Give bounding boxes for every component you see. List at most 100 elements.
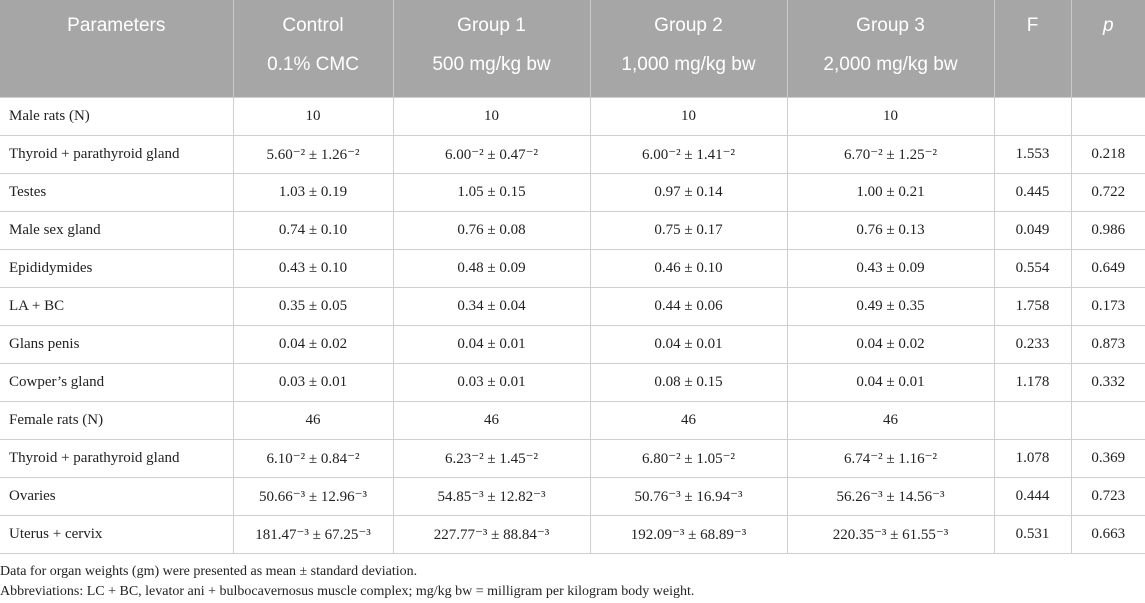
cell-group-1: 0.76 ± 0.08	[392, 211, 591, 250]
cell-p-value: 0.986	[1070, 211, 1145, 250]
cell-f-value	[993, 97, 1072, 136]
subheader-group-2: 1,000 mg/kg bw	[589, 52, 787, 98]
cell-group-1: 1.05 ± 0.15	[392, 173, 591, 212]
cell-group-1: 0.03 ± 0.01	[392, 363, 591, 402]
cell-p-value: 0.722	[1070, 173, 1145, 212]
cell-group-1: 227.77⁻³ ± 88.84⁻³	[392, 515, 591, 554]
cell-group-2: 0.08 ± 0.15	[589, 363, 788, 402]
table-row: Uterus + cervix 181.47⁻³ ± 67.25⁻³ 227.77⁻…	[0, 515, 1145, 554]
cell-group-2: 0.04 ± 0.01	[589, 325, 788, 364]
cell-group-3: 6.70⁻² ± 1.25⁻²	[786, 135, 995, 174]
header-parameters: Parameters	[0, 0, 233, 52]
table-body: Male rats (N) 10 10 10 10 Thyroid + parathyro…	[0, 97, 1145, 554]
cell-p-value: 0.663	[1070, 515, 1145, 554]
cell-p-value	[1070, 401, 1145, 440]
table-notes: Data for organ weights (gm) were present…	[0, 562, 1145, 602]
cell-group-2: 0.75 ± 0.17	[589, 211, 788, 250]
cell-p-value: 0.332	[1070, 363, 1145, 402]
cell-p-value	[1070, 97, 1145, 136]
subheader-f	[993, 52, 1071, 98]
cell-group-2: 6.80⁻² ± 1.05⁻²	[589, 439, 788, 478]
cell-group-1: 0.48 ± 0.09	[392, 249, 591, 288]
table-row: Male rats (N) 10 10 10 10	[0, 97, 1145, 136]
header-group-1: Group 1	[392, 0, 590, 52]
cell-parameter: Cowper’s gland	[0, 363, 234, 402]
cell-group-3: 0.76 ± 0.13	[786, 211, 995, 250]
cell-parameter: Male sex gland	[0, 211, 234, 250]
cell-group-3: 10	[786, 97, 995, 136]
table-row: Epididymides 0.43 ± 0.10 0.48 ± 0.09 0.46 ±…	[0, 249, 1145, 288]
cell-control: 5.60⁻² ± 1.26⁻²	[232, 135, 394, 174]
cell-control: 0.74 ± 0.10	[232, 211, 394, 250]
cell-control: 6.10⁻² ± 0.84⁻²	[232, 439, 394, 478]
cell-p-value: 0.369	[1070, 439, 1145, 478]
subheader-p	[1070, 52, 1145, 98]
cell-f-value: 1.078	[993, 439, 1072, 478]
cell-parameter: Thyroid + parathyroid gland	[0, 135, 234, 174]
table-row: Ovaries 50.66⁻³ ± 12.96⁻³ 54.85⁻³ ± 12.82⁻…	[0, 477, 1145, 516]
subheader-parameters	[0, 52, 233, 98]
cell-f-value: 1.178	[993, 363, 1072, 402]
cell-p-value: 0.649	[1070, 249, 1145, 288]
cell-f-value: 1.758	[993, 287, 1072, 326]
table-row: Male sex gland 0.74 ± 0.10 0.76 ± 0.08 0.75…	[0, 211, 1145, 250]
cell-control: 1.03 ± 0.19	[232, 173, 394, 212]
cell-f-value: 0.049	[993, 211, 1072, 250]
cell-control: 0.04 ± 0.02	[232, 325, 394, 364]
subheader-control: 0.1% CMC	[232, 52, 393, 98]
header-row-1: Parameters Control Group 1 Group 2 Group…	[0, 0, 1145, 52]
table-header: Parameters Control Group 1 Group 2 Group…	[0, 0, 1145, 98]
cell-parameter: Male rats (N)	[0, 97, 234, 136]
cell-parameter: Uterus + cervix	[0, 515, 234, 554]
cell-group-1: 46	[392, 401, 591, 440]
table-row: Female rats (N) 46 46 46 46	[0, 401, 1145, 440]
cell-parameter: Glans penis	[0, 325, 234, 364]
cell-control: 181.47⁻³ ± 67.25⁻³	[232, 515, 394, 554]
cell-group-3: 6.74⁻² ± 1.16⁻²	[786, 439, 995, 478]
cell-f-value: 0.233	[993, 325, 1072, 364]
cell-group-2: 6.00⁻² ± 1.41⁻²	[589, 135, 788, 174]
subheader-group-1: 500 mg/kg bw	[392, 52, 590, 98]
cell-p-value: 0.173	[1070, 287, 1145, 326]
cell-parameter: LA + BC	[0, 287, 234, 326]
cell-f-value: 0.444	[993, 477, 1072, 516]
cell-control: 0.35 ± 0.05	[232, 287, 394, 326]
cell-group-1: 6.23⁻² ± 1.45⁻²	[392, 439, 591, 478]
note-data: Data for organ weights (gm) were present…	[0, 564, 418, 579]
header-group-2: Group 2	[589, 0, 787, 52]
cell-f-value: 0.554	[993, 249, 1072, 288]
cell-group-3: 220.35⁻³ ± 61.55⁻³	[786, 515, 995, 554]
cell-f-value: 0.531	[993, 515, 1072, 554]
table-row: Testes 1.03 ± 0.19 1.05 ± 0.15 0.97 ± 0.14 1…	[0, 173, 1145, 212]
cell-group-1: 10	[392, 97, 591, 136]
cell-group-2: 0.46 ± 0.10	[589, 249, 788, 288]
cell-group-2: 0.97 ± 0.14	[589, 173, 788, 212]
header-f: F	[993, 0, 1071, 52]
cell-f-value: 0.445	[993, 173, 1072, 212]
cell-p-value: 0.218	[1070, 135, 1145, 174]
cell-p-value: 0.873	[1070, 325, 1145, 364]
cell-group-3: 0.04 ± 0.01	[786, 363, 995, 402]
header-p: p	[1070, 0, 1145, 52]
header-row-2: 0.1% CMC 500 mg/kg bw 1,000 mg/kg bw 2,0…	[0, 52, 1145, 98]
table-row: Thyroid + parathyroid gland 5.60⁻² ± 1.26…	[0, 135, 1145, 174]
cell-group-3: 56.26⁻³ ± 14.56⁻³	[786, 477, 995, 516]
cell-group-3: 0.04 ± 0.02	[786, 325, 995, 364]
cell-parameter: Epididymides	[0, 249, 234, 288]
cell-control: 46	[232, 401, 394, 440]
cell-group-2: 10	[589, 97, 788, 136]
cell-group-2: 192.09⁻³ ± 68.89⁻³	[589, 515, 788, 554]
cell-group-2: 50.76⁻³ ± 16.94⁻³	[589, 477, 788, 516]
cell-parameter: Thyroid + parathyroid gland	[0, 439, 234, 478]
header-control: Control	[232, 0, 393, 52]
organ-weights-table: Parameters Control Group 1 Group 2 Group…	[0, 0, 1145, 554]
cell-f-value	[993, 401, 1072, 440]
cell-p-value: 0.723	[1070, 477, 1145, 516]
cell-control: 0.43 ± 0.10	[232, 249, 394, 288]
cell-control: 0.03 ± 0.01	[232, 363, 394, 402]
note-abbreviations: Abbreviations: LC + BC, levator ani + bu…	[0, 584, 695, 599]
cell-group-3: 46	[786, 401, 995, 440]
cell-group-3: 0.49 ± 0.35	[786, 287, 995, 326]
cell-control: 10	[232, 97, 394, 136]
